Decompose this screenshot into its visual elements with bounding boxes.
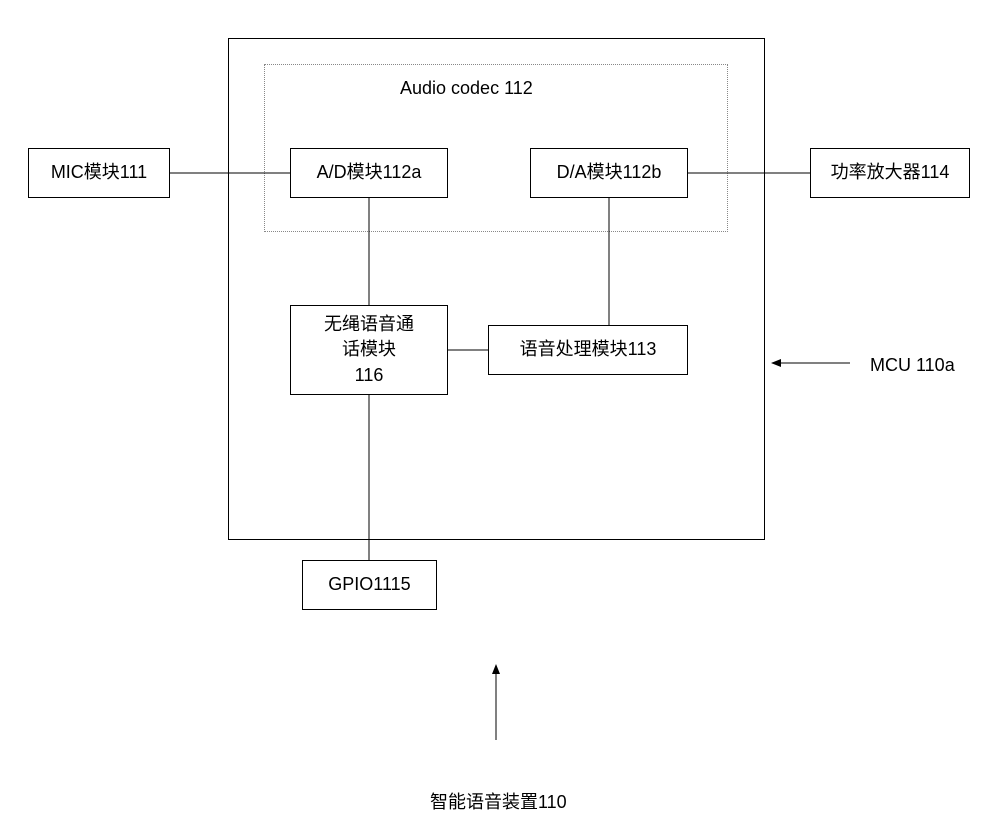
mcu-label: MCU 110a: [870, 355, 955, 376]
cordless-voice-call-module: 无绳语音通 话模块 116: [290, 305, 448, 395]
da-module: D/A模块112b: [530, 148, 688, 198]
gpio-module-label: GPIO1115: [328, 572, 410, 597]
voice-processing-label: 语音处理模块113: [520, 337, 657, 362]
ad-module-label: A/D模块112a: [317, 160, 422, 185]
voice-processing-module: 语音处理模块113: [488, 325, 688, 375]
ad-module: A/D模块112a: [290, 148, 448, 198]
power-amplifier: 功率放大器114: [810, 148, 970, 198]
cordless-voice-call-label: 无绳语音通 话模块 116: [324, 312, 414, 388]
mic-module: MIC模块111: [28, 148, 170, 198]
mic-module-label: MIC模块111: [51, 160, 147, 185]
gpio-module: GPIO1115: [302, 560, 437, 610]
audio-codec-label: Audio codec 112: [400, 78, 533, 99]
smart-voice-device-label: 智能语音装置110: [430, 788, 567, 814]
power-amplifier-label: 功率放大器114: [831, 160, 950, 185]
da-module-label: D/A模块112b: [557, 160, 662, 185]
